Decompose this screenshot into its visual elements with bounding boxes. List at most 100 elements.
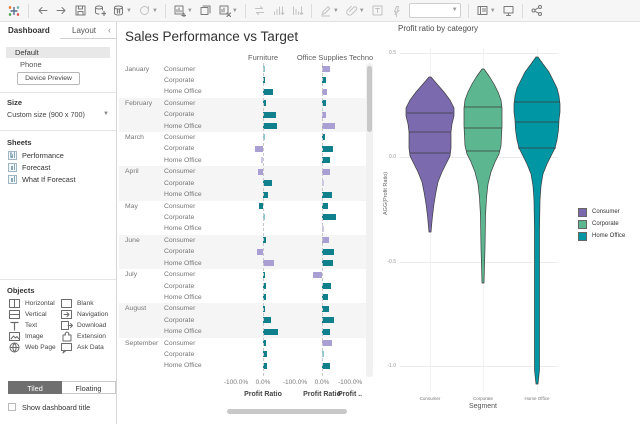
legend-item[interactable]: Home Office — [578, 231, 625, 241]
show-hide-cards-button[interactable]: ▼ — [474, 2, 498, 20]
profit-ratio-bar[interactable] — [263, 271, 266, 278]
show-dashboard-title-checkbox[interactable] — [8, 403, 16, 411]
redo-button[interactable] — [53, 2, 70, 20]
profit-ratio-bar[interactable] — [322, 191, 332, 198]
profit-ratio-bar[interactable] — [263, 282, 266, 289]
violin-consumer[interactable] — [405, 76, 455, 233]
vertical-scrollbar-thumb[interactable] — [367, 66, 372, 132]
profit-ratio-bar[interactable] — [313, 271, 322, 278]
profit-ratio-bar[interactable] — [263, 328, 278, 335]
object-item-image[interactable]: Image — [8, 331, 43, 341]
profit-ratio-bar[interactable] — [263, 65, 266, 72]
profit-ratio-bar[interactable] — [322, 88, 328, 95]
collapse-pane-icon[interactable]: ‹ — [108, 25, 111, 35]
profit-ratio-bar[interactable] — [322, 145, 334, 152]
sheet-item-performance[interactable]: ✓ Performance — [8, 150, 64, 161]
profit-ratio-bar[interactable] — [257, 168, 263, 175]
object-item-horizontal[interactable]: Horizontal — [8, 298, 55, 308]
sheet-item-what-if-forecast[interactable]: What If Forecast — [8, 174, 76, 185]
sort-ascending-button[interactable] — [270, 2, 287, 20]
profit-ratio-bar[interactable] — [263, 214, 265, 221]
vertical-scrollbar-track[interactable] — [366, 63, 373, 377]
profit-ratio-bar[interactable] — [322, 225, 324, 232]
profit-ratio-bar[interactable] — [263, 362, 267, 369]
profit-ratio-bar[interactable] — [263, 88, 273, 95]
profit-ratio-bar[interactable] — [322, 134, 325, 141]
new-data-source-button[interactable] — [91, 2, 108, 20]
profit-ratio-bar[interactable] — [322, 248, 334, 255]
duplicate-button[interactable] — [197, 2, 214, 20]
object-item-vertical[interactable]: Vertical — [8, 309, 47, 319]
profit-ratio-bar[interactable] — [322, 305, 329, 312]
profit-ratio-bar[interactable] — [322, 317, 334, 324]
profit-ratio-bar[interactable] — [263, 317, 272, 324]
horizontal-scrollbar-thumb[interactable] — [227, 409, 347, 414]
object-item-text[interactable]: Text — [8, 320, 37, 331]
share-button[interactable] — [528, 2, 545, 20]
profit-ratio-bar[interactable] — [322, 77, 326, 84]
device-preview-button[interactable]: Device Preview — [17, 72, 80, 85]
profit-ratio-bar[interactable] — [259, 202, 263, 209]
object-item-blank[interactable]: Blank — [60, 298, 94, 308]
profit-ratio-bar[interactable] — [263, 100, 266, 107]
profit-ratio-bar[interactable] — [263, 237, 266, 244]
profit-ratio-bar[interactable] — [263, 134, 265, 141]
profit-ratio-bar[interactable] — [322, 328, 331, 335]
violin-corporate[interactable] — [463, 68, 503, 284]
object-item-download[interactable]: Download — [60, 320, 106, 330]
profit-ratio-bar[interactable] — [322, 340, 332, 346]
fit-selector[interactable]: ▼ — [408, 3, 461, 18]
profit-ratio-bar[interactable] — [322, 168, 331, 175]
profit-ratio-bar[interactable] — [322, 202, 328, 209]
profit-ratio-bar[interactable] — [322, 123, 335, 129]
profit-ratio-bar[interactable] — [322, 294, 328, 301]
object-item-ask-data[interactable]: Ask Data — [60, 342, 104, 353]
profit-ratio-bar[interactable] — [322, 65, 331, 72]
legend-item[interactable]: Consumer — [578, 207, 620, 217]
profit-ratio-bar[interactable] — [263, 260, 275, 266]
profit-ratio-bar[interactable] — [261, 157, 263, 164]
presentation-mode-button[interactable] — [500, 2, 517, 20]
profit-ratio-bar[interactable] — [257, 248, 263, 255]
device-default-item[interactable]: Default — [6, 47, 110, 58]
violin-home-office[interactable] — [513, 56, 561, 385]
highlight-button[interactable]: ▼ — [317, 2, 341, 20]
new-worksheet-button[interactable]: ▼ — [171, 2, 195, 20]
profit-ratio-bar[interactable] — [322, 351, 324, 358]
swap-rows-columns-button[interactable] — [251, 2, 268, 20]
profit-ratio-bar[interactable] — [322, 214, 337, 221]
profit-ratio-bar[interactable] — [263, 77, 266, 84]
clear-sheet-button[interactable]: ▼ — [216, 2, 240, 20]
undo-button[interactable] — [34, 2, 51, 20]
floating-toggle[interactable]: Floating — [62, 381, 116, 394]
group-members-button[interactable]: ▼ — [343, 2, 367, 20]
profit-ratio-bar[interactable] — [263, 351, 267, 358]
object-item-navigation[interactable]: Navigation — [60, 309, 108, 319]
fix-axes-button[interactable] — [388, 2, 405, 20]
profit-ratio-bar[interactable] — [254, 145, 263, 152]
profit-ratio-bar[interactable] — [263, 180, 272, 187]
profit-ratio-bar[interactable] — [322, 260, 334, 266]
profit-ratio-bar[interactable] — [263, 191, 269, 198]
profit-ratio-bar[interactable] — [263, 340, 266, 346]
profit-ratio-bar[interactable] — [322, 282, 331, 289]
object-item-web-page[interactable]: Web Page — [8, 342, 56, 352]
show-mark-labels-button[interactable] — [369, 2, 386, 20]
tiled-toggle[interactable]: Tiled — [8, 381, 62, 394]
tab-layout[interactable]: Layout — [72, 26, 97, 35]
device-phone-item[interactable]: Phone — [20, 60, 42, 69]
profit-ratio-bar[interactable] — [263, 294, 266, 301]
profit-ratio-bar[interactable] — [322, 237, 329, 244]
profit-ratio-bar[interactable] — [263, 123, 278, 129]
size-dropdown[interactable]: Custom size (900 x 700) ▼ — [7, 110, 109, 119]
profit-ratio-bar[interactable] — [322, 157, 331, 164]
save-button[interactable] — [72, 2, 89, 20]
object-item-extension[interactable]: Extension — [60, 331, 106, 341]
profit-ratio-bar[interactable] — [322, 111, 326, 118]
sort-descending-button[interactable] — [289, 2, 306, 20]
tab-dashboard[interactable]: Dashboard — [8, 26, 50, 35]
profit-ratio-bar[interactable] — [263, 305, 266, 312]
profit-ratio-bar[interactable] — [263, 111, 276, 118]
profit-ratio-bar[interactable] — [322, 100, 326, 107]
pause-auto-updates-button[interactable]: ▼ — [110, 2, 134, 20]
